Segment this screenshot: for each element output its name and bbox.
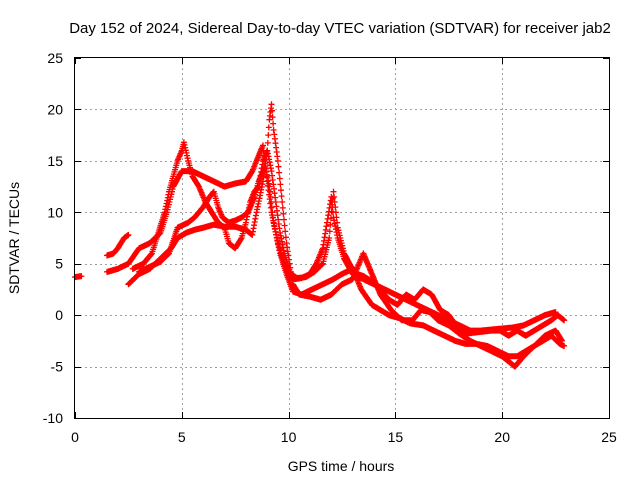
- x-tick-label: 15: [388, 429, 404, 445]
- series-track-e: [136, 163, 568, 360]
- y-tick-label: -5: [51, 359, 64, 375]
- grid: [75, 58, 609, 418]
- y-tick-label: 10: [47, 204, 63, 220]
- chart-title: Day 152 of 2024, Sidereal Day-to-day VTE…: [69, 20, 611, 37]
- series-track-f: [129, 139, 568, 339]
- ticks: 0 5 10 15 20 25 -10 -5 0 5 10 15 20 25: [43, 50, 617, 445]
- x-axis-label: GPS time / hours: [288, 458, 395, 474]
- y-tick-label: 15: [47, 153, 63, 169]
- x-tick-label: 25: [601, 429, 617, 445]
- y-tick-label: 25: [47, 50, 63, 66]
- y-tick-label: 0: [55, 307, 63, 323]
- y-axis-label: SDTVAR / TECUs: [6, 182, 22, 294]
- data-point-markers: [104, 231, 132, 259]
- y-tick-label: 20: [47, 101, 63, 117]
- data-point-markers: [136, 163, 568, 360]
- x-tick-label: 5: [178, 429, 186, 445]
- x-tick-label: 0: [71, 429, 79, 445]
- series-track-a: [72, 273, 85, 281]
- x-tick-label: 20: [494, 429, 510, 445]
- series-track-b: [104, 231, 132, 259]
- data-point-markers: [72, 273, 85, 281]
- data-layer: [72, 101, 568, 370]
- y-tick-label: 5: [55, 256, 63, 272]
- data-point-markers: [129, 139, 568, 339]
- y-tick-label: -10: [43, 410, 63, 426]
- plot-frame: [74, 57, 610, 419]
- x-tick-label: 10: [281, 429, 297, 445]
